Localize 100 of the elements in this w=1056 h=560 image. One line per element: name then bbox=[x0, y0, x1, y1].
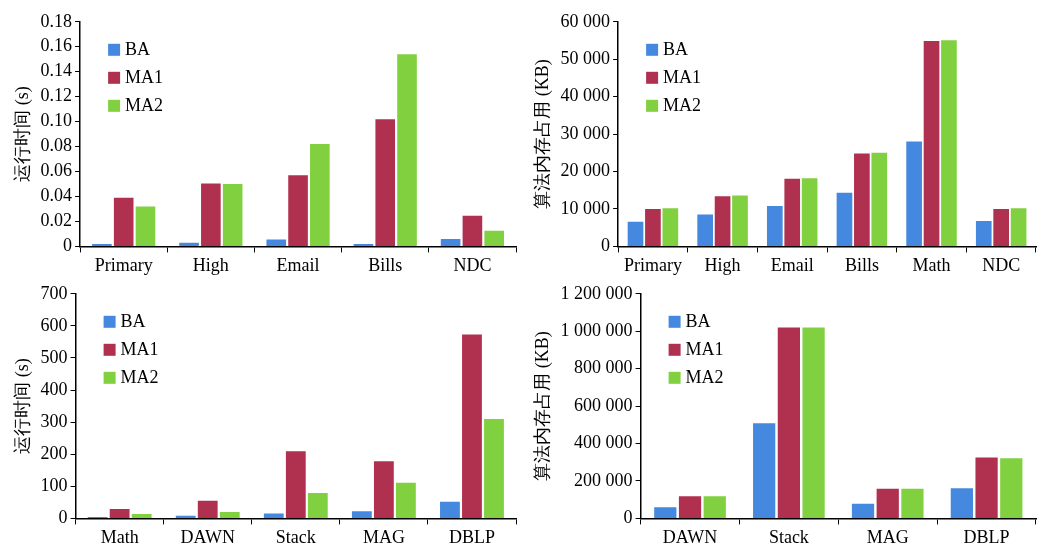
y-tick-label: 600 bbox=[40, 314, 68, 335]
y-tick-label: 0 bbox=[623, 507, 633, 528]
x-tick-label: NDC bbox=[982, 254, 1021, 275]
bar bbox=[263, 513, 284, 518]
y-tick-label: 1 200 000 bbox=[560, 282, 633, 303]
y-tick-label: 200 bbox=[40, 442, 68, 463]
x-tick-label: Math bbox=[912, 254, 951, 275]
x-tick-label: Email bbox=[770, 254, 814, 275]
bar bbox=[993, 208, 1010, 246]
bar bbox=[836, 192, 853, 246]
bar bbox=[285, 451, 306, 518]
x-tick-label: Email bbox=[276, 254, 320, 275]
bar bbox=[175, 515, 196, 518]
bar bbox=[678, 496, 702, 518]
y-tick-label: 800 000 bbox=[574, 357, 633, 378]
legend-label: BA bbox=[125, 38, 151, 59]
bar bbox=[1000, 458, 1023, 518]
x-tick-label: DBLP bbox=[448, 526, 495, 547]
bar bbox=[462, 215, 483, 246]
bar bbox=[714, 196, 731, 246]
bar bbox=[697, 214, 713, 246]
bar bbox=[375, 119, 396, 246]
x-tick-label: Bills bbox=[368, 254, 403, 275]
bar bbox=[397, 54, 417, 246]
x-tick-label: MAG bbox=[866, 526, 909, 547]
y-tick-label: 60 000 bbox=[560, 10, 611, 31]
y-tick-label: 0.18 bbox=[40, 10, 73, 31]
bar bbox=[440, 238, 461, 246]
bar bbox=[784, 178, 801, 246]
bar bbox=[201, 183, 221, 246]
bar bbox=[373, 461, 394, 518]
y-tick-label: 20 000 bbox=[560, 160, 611, 181]
y-tick-label: 0.04 bbox=[40, 185, 73, 206]
x-tick-label: Bills bbox=[844, 254, 879, 275]
legend-label: MA2 bbox=[120, 366, 159, 387]
y-axis-title: 算法内存占用 (KB) bbox=[531, 331, 553, 481]
legend-label: BA bbox=[685, 310, 711, 331]
x-tick-label: DAWN bbox=[180, 526, 235, 547]
bar bbox=[197, 500, 218, 518]
bar bbox=[113, 197, 134, 246]
y-axis-title: 算法内存占用 (KB) bbox=[531, 59, 553, 209]
y-tick-label: 0.02 bbox=[40, 210, 73, 231]
x-tick-label: Stack bbox=[275, 526, 316, 547]
y-tick-label: 10 000 bbox=[560, 197, 611, 218]
bar bbox=[222, 184, 243, 246]
bar bbox=[654, 507, 677, 518]
legend-label: MA1 bbox=[125, 66, 164, 87]
bar bbox=[854, 153, 870, 246]
bar bbox=[484, 418, 504, 518]
x-tick-label: DBLP bbox=[963, 526, 1010, 547]
bar bbox=[901, 488, 924, 518]
bar bbox=[135, 206, 156, 246]
y-tick-label: 300 bbox=[40, 410, 68, 431]
bar bbox=[906, 141, 922, 246]
y-tick-label: 0.10 bbox=[40, 110, 73, 131]
bar bbox=[801, 178, 818, 246]
bar bbox=[871, 152, 888, 246]
x-tick-label: Stack bbox=[768, 526, 809, 547]
legend-label: MA2 bbox=[125, 94, 164, 115]
y-tick-label: 50 000 bbox=[560, 47, 611, 68]
bar bbox=[1010, 208, 1027, 246]
bar bbox=[219, 511, 240, 518]
legend-label: MA1 bbox=[120, 338, 159, 359]
bar bbox=[266, 239, 287, 246]
y-tick-label: 400 bbox=[40, 378, 68, 399]
bar bbox=[662, 208, 679, 246]
bar bbox=[440, 501, 460, 518]
bar bbox=[353, 243, 374, 246]
bar bbox=[92, 243, 112, 246]
y-tick-label: 40 000 bbox=[560, 85, 611, 106]
bar bbox=[923, 40, 940, 246]
bar bbox=[975, 220, 992, 246]
y-axis-title: 运行时间 (s) bbox=[11, 358, 33, 454]
bar bbox=[109, 509, 130, 518]
y-tick-label: 0 bbox=[63, 235, 73, 256]
bar bbox=[288, 175, 308, 246]
x-tick-label: Primary bbox=[623, 254, 682, 275]
bar bbox=[395, 482, 416, 518]
x-tick-label: Primary bbox=[94, 254, 153, 275]
y-tick-label: 0 bbox=[58, 507, 68, 528]
legend-label: MA1 bbox=[685, 338, 724, 359]
bar bbox=[876, 488, 899, 518]
x-tick-label: High bbox=[192, 254, 229, 275]
legend-label: MA1 bbox=[663, 66, 702, 87]
y-tick-label: 0.12 bbox=[40, 85, 73, 106]
x-tick-label: MAG bbox=[362, 526, 405, 547]
y-tick-label: 400 000 bbox=[574, 432, 633, 453]
y-tick-label: 600 000 bbox=[574, 394, 633, 415]
bar bbox=[766, 205, 783, 246]
y-tick-label: 100 bbox=[40, 475, 68, 496]
y-axis-title: 运行时间 (s) bbox=[11, 86, 33, 182]
y-tick-label: 700 bbox=[40, 282, 68, 303]
x-tick-label: High bbox=[704, 254, 741, 275]
bar bbox=[851, 503, 875, 518]
bar bbox=[627, 221, 644, 246]
bar bbox=[179, 242, 199, 246]
legend-label: BA bbox=[120, 310, 146, 331]
bar bbox=[777, 327, 800, 518]
bar bbox=[645, 208, 661, 246]
bar bbox=[131, 513, 152, 518]
